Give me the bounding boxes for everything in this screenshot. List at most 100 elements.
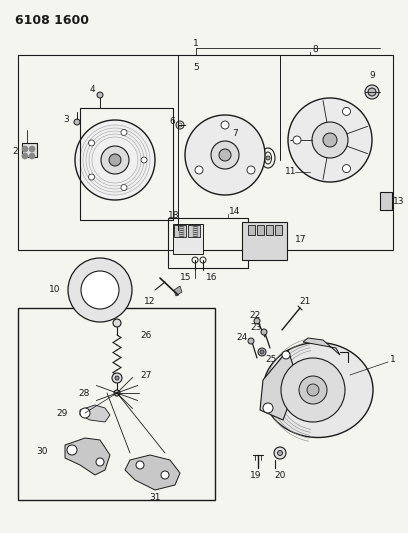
Bar <box>188 225 200 237</box>
Bar <box>380 192 392 210</box>
Circle shape <box>261 329 267 335</box>
Polygon shape <box>80 405 110 422</box>
Polygon shape <box>97 259 100 270</box>
Circle shape <box>282 351 290 359</box>
Text: 30: 30 <box>36 448 48 456</box>
Text: 18: 18 <box>168 211 180 220</box>
Text: 9: 9 <box>369 70 375 79</box>
Circle shape <box>211 141 239 169</box>
Polygon shape <box>110 263 118 274</box>
Circle shape <box>365 85 379 99</box>
Circle shape <box>29 146 35 152</box>
Circle shape <box>254 318 260 324</box>
Text: 14: 14 <box>229 207 241 216</box>
Polygon shape <box>126 137 151 155</box>
Bar <box>168 218 248 268</box>
Circle shape <box>307 384 319 396</box>
Text: 31: 31 <box>149 494 161 503</box>
Polygon shape <box>70 280 81 286</box>
Polygon shape <box>82 306 90 317</box>
Bar <box>173 224 203 254</box>
Polygon shape <box>94 172 111 197</box>
Polygon shape <box>65 438 110 475</box>
Circle shape <box>81 271 119 309</box>
Polygon shape <box>118 277 129 284</box>
Circle shape <box>109 154 121 166</box>
Circle shape <box>260 350 264 354</box>
Circle shape <box>22 153 28 159</box>
Polygon shape <box>73 300 84 308</box>
Bar <box>22 143 37 157</box>
Circle shape <box>247 166 255 174</box>
Polygon shape <box>129 160 154 170</box>
Text: 26: 26 <box>140 330 151 340</box>
Bar <box>18 55 393 250</box>
Circle shape <box>293 136 301 144</box>
Circle shape <box>288 98 372 182</box>
Circle shape <box>97 92 103 98</box>
Bar <box>242 222 287 260</box>
Text: 24: 24 <box>237 333 248 342</box>
Bar <box>266 225 273 235</box>
Polygon shape <box>120 284 131 288</box>
Circle shape <box>342 165 350 173</box>
Circle shape <box>258 348 266 356</box>
Circle shape <box>368 88 376 96</box>
Polygon shape <box>102 259 106 270</box>
Circle shape <box>101 146 129 174</box>
Circle shape <box>342 108 350 116</box>
Circle shape <box>89 174 95 180</box>
Text: 25: 25 <box>265 356 276 365</box>
Polygon shape <box>106 261 113 272</box>
Circle shape <box>219 149 231 161</box>
Polygon shape <box>119 123 136 148</box>
Bar <box>174 225 186 237</box>
Polygon shape <box>112 305 121 315</box>
Text: 1: 1 <box>193 38 199 47</box>
Circle shape <box>221 121 229 129</box>
Text: 13: 13 <box>393 197 404 206</box>
Text: 29: 29 <box>57 408 68 417</box>
Text: 12: 12 <box>144 297 155 306</box>
Circle shape <box>75 120 155 200</box>
Bar <box>248 225 255 235</box>
Text: 7: 7 <box>232 128 238 138</box>
Circle shape <box>274 447 286 459</box>
Text: 1: 1 <box>390 356 396 365</box>
Circle shape <box>74 119 80 125</box>
Text: 3: 3 <box>63 115 69 124</box>
Circle shape <box>121 130 127 135</box>
Circle shape <box>121 184 127 191</box>
Circle shape <box>323 133 337 147</box>
Polygon shape <box>69 292 80 296</box>
Polygon shape <box>75 269 85 278</box>
Text: 5: 5 <box>193 63 199 72</box>
Polygon shape <box>84 130 106 152</box>
Circle shape <box>195 166 203 174</box>
Polygon shape <box>174 286 182 296</box>
Text: 11: 11 <box>285 167 297 176</box>
Text: 6108 1600: 6108 1600 <box>15 14 89 27</box>
Circle shape <box>68 258 132 322</box>
Polygon shape <box>79 165 104 183</box>
Circle shape <box>263 403 273 413</box>
Text: 22: 22 <box>249 311 261 319</box>
Text: 4: 4 <box>89 85 95 94</box>
Text: 10: 10 <box>49 286 60 295</box>
Polygon shape <box>116 272 127 280</box>
Polygon shape <box>71 296 82 303</box>
Polygon shape <box>260 350 298 420</box>
Text: 27: 27 <box>140 370 151 379</box>
Polygon shape <box>199 168 229 184</box>
Text: 6: 6 <box>169 117 175 126</box>
Polygon shape <box>76 150 102 160</box>
Bar <box>18 308 215 500</box>
Circle shape <box>161 471 169 479</box>
Text: 15: 15 <box>180 273 191 282</box>
Circle shape <box>136 461 144 469</box>
Circle shape <box>89 140 95 146</box>
Circle shape <box>67 445 77 455</box>
Text: 20: 20 <box>274 471 286 480</box>
Polygon shape <box>125 455 180 490</box>
Text: 16: 16 <box>206 273 217 282</box>
